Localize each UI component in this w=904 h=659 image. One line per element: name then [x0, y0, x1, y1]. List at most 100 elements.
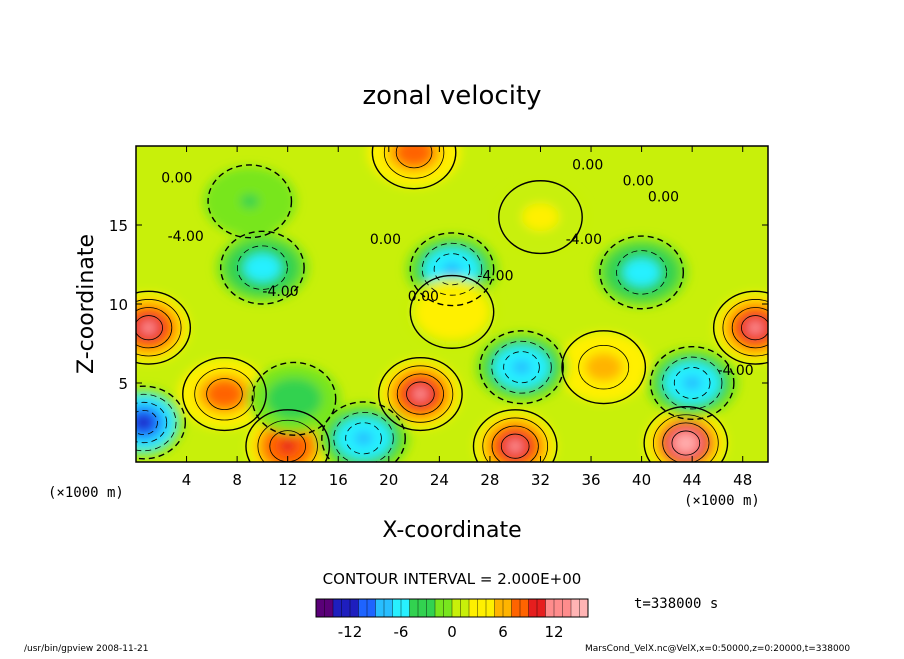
contour-18-0 [207, 164, 293, 239]
feature-7 [557, 332, 651, 402]
feature-10-level-4 [136, 415, 152, 430]
y-tick-label-5: 5 [118, 375, 128, 393]
feature-18 [203, 166, 297, 237]
feature-18-level-4 [240, 194, 260, 209]
x-tick-label-36: 36 [581, 471, 600, 489]
feature-11 [317, 403, 411, 462]
contour-9-0 [649, 345, 735, 421]
colorbar-segment-4 [350, 599, 359, 617]
colorbar-segment-0 [316, 599, 325, 617]
contour-12-0 [251, 361, 337, 436]
contour-7-0 [561, 330, 647, 405]
feature-1-level-4 [677, 436, 694, 450]
x-tick-label-32: 32 [531, 471, 550, 489]
colorbar-segment-27 [545, 599, 555, 617]
contour-0-2 [396, 373, 444, 415]
contour-label-9: -4.00 [566, 232, 602, 248]
contour-labels: 0.000.000.000.000.000.00-4.00-4.00-4.00-… [161, 158, 753, 379]
contour-label-0: 0.00 [161, 170, 192, 186]
colorbar-segment-14 [435, 599, 444, 617]
x-tick-label-12: 12 [278, 471, 297, 489]
contour-1-1 [653, 414, 719, 462]
contour-4-2 [136, 307, 173, 349]
contour-8-2 [503, 351, 540, 384]
contour-11-0 [321, 401, 406, 462]
x-tick-label-8: 8 [232, 471, 242, 489]
feature-8-level-4 [512, 360, 531, 375]
colorbar-segment-21 [494, 599, 504, 617]
feature-15 [595, 237, 689, 308]
feature-10 [136, 387, 185, 458]
colorbar-segment-6 [367, 599, 376, 617]
x-tick-label-48: 48 [733, 471, 752, 489]
contour-14-0 [219, 230, 305, 305]
colorbar-frame [315, 598, 589, 618]
contour-10-1 [136, 393, 177, 452]
contour-label-6: -4.00 [168, 229, 204, 245]
colorbar-segment-17 [460, 599, 470, 617]
colorbar-segment-22 [503, 599, 512, 617]
colorbar-segment-5 [358, 599, 368, 617]
feature-7-level-4 [594, 360, 613, 375]
contour-label-5: 0.00 [408, 289, 439, 305]
contour-16-0 [371, 146, 457, 190]
colorbar-segment-11 [409, 599, 419, 617]
colorbar-tick--12: -12 [338, 623, 363, 641]
x-tick-label-24: 24 [430, 471, 449, 489]
colorbar-segment-15 [443, 599, 453, 617]
colorbar-segment-3 [341, 599, 351, 617]
y-axis-label: Z-coordinate [74, 234, 99, 374]
x-axis-label: X-coordinate [382, 518, 521, 543]
contour-16-2 [395, 146, 433, 169]
contour-0-0 [377, 357, 463, 432]
contour-15-1 [616, 250, 668, 295]
contour-13-2 [433, 253, 471, 286]
colorbar-segment-7 [375, 599, 385, 617]
contour-1-0 [643, 406, 729, 462]
contour-label-4: 0.00 [370, 232, 401, 248]
contour-8-0 [479, 330, 564, 405]
contour-4-1 [136, 299, 182, 357]
contour-3-2 [731, 307, 768, 349]
colorbar-segment-25 [528, 599, 538, 617]
x-unit-right: (×1000 m) [684, 493, 760, 509]
colorbar-segment-12 [418, 599, 427, 617]
contour-15-0 [599, 235, 685, 310]
feature-9 [645, 348, 739, 418]
colorbar-ticks: -12 -6 0 6 12 [338, 623, 564, 641]
x-axis-ticks: 4 8 12 16 20 24 28 32 36 40 44 48 [182, 146, 752, 489]
x-tick-label-4: 4 [182, 471, 192, 489]
colorbar-segment-1 [324, 599, 334, 617]
footer-left: /usr/bin/gpview 2008-11-21 [24, 644, 148, 654]
feature-5-level-4 [215, 387, 234, 402]
x-tick-label-40: 40 [632, 471, 651, 489]
x-tick-label-20: 20 [379, 471, 398, 489]
colorbar-segment-13 [426, 599, 436, 617]
x-unit-left: (×1000 m) [48, 485, 124, 501]
contour-2-1 [482, 417, 549, 462]
heatmap-field [136, 146, 768, 462]
feature-3-level-4 [747, 320, 764, 335]
contour-9-2 [673, 367, 711, 399]
feature-16-level-4 [404, 146, 424, 160]
contour-3-1 [722, 299, 768, 357]
contour-5-0 [182, 357, 267, 432]
colorbar-segment-20 [486, 599, 495, 617]
feature-16 [367, 146, 461, 188]
feature-13-level-4 [442, 262, 462, 277]
feature-11-level-4 [354, 431, 373, 446]
feature-17-level-4 [442, 304, 462, 319]
y-axis-ticks: 5 10 15 [109, 217, 768, 393]
contour-17-0 [409, 274, 495, 349]
colorbar-tick-0: 0 [447, 623, 457, 641]
y-tick-label-15: 15 [109, 217, 128, 235]
contour-2-2 [491, 425, 539, 462]
contour-13-0 [409, 232, 495, 307]
contour-2-3 [500, 433, 530, 459]
contour-0-3 [406, 381, 435, 407]
feature-8 [475, 332, 569, 402]
contour-19-0 [498, 180, 583, 255]
colorbar-segment-10 [401, 599, 410, 617]
feature-19 [493, 182, 587, 252]
